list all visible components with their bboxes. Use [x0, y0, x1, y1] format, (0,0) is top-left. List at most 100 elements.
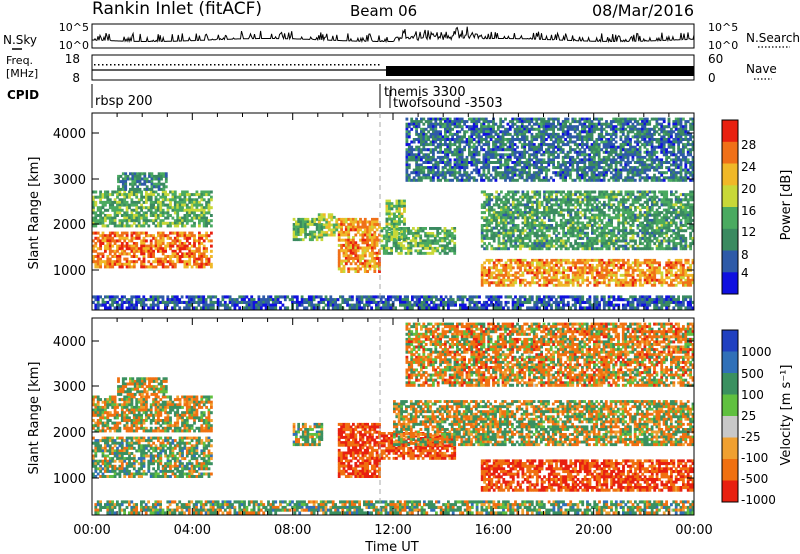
echo-cell: [123, 190, 127, 194]
echo-cell: [137, 190, 141, 194]
echo-cell: [691, 261, 695, 265]
echo-cell: [207, 190, 211, 194]
echo-cell: [518, 153, 522, 157]
echo-cell: [485, 234, 489, 238]
echo-cell: [448, 127, 452, 131]
echo-cell: [528, 231, 532, 235]
echo-cell: [506, 122, 510, 126]
echo-cell: [497, 258, 501, 262]
echo-cell: [475, 125, 479, 129]
echo-cell: [653, 198, 657, 202]
echo-cell: [188, 231, 192, 235]
echo-cell: [368, 238, 372, 242]
echo-cell: [185, 236, 189, 240]
echo-cell: [610, 193, 613, 197]
echo-cell: [569, 231, 573, 235]
echo-cell: [121, 187, 125, 191]
echo-cell: [598, 190, 601, 194]
echo-cell: [475, 158, 479, 162]
echo-cell: [511, 266, 515, 270]
echo-cell: [612, 242, 616, 246]
echo-cell: [101, 219, 105, 223]
echo-cell: [581, 229, 585, 233]
echo-cell: [516, 203, 520, 207]
echo-cell: [422, 145, 426, 149]
echo-cell: [508, 148, 512, 152]
echo-cell: [492, 166, 495, 170]
echo-cell: [417, 168, 421, 172]
echo-cell: [579, 231, 582, 235]
echo-cell: [429, 234, 432, 238]
echo-cell: [295, 238, 298, 242]
echo-cell: [538, 266, 542, 270]
echo-cell: [200, 211, 204, 215]
echo-cell: [468, 125, 471, 129]
echo-cell: [147, 255, 151, 258]
echo-cell: [682, 263, 685, 267]
echo-cell: [465, 130, 469, 134]
echo-cell: [427, 153, 430, 157]
echo-cell: [453, 143, 457, 147]
echo-cell: [629, 263, 633, 267]
echo-cell: [504, 244, 508, 248]
echo-cell: [427, 155, 430, 159]
echo-cell: [337, 264, 341, 268]
echo-cell: [137, 221, 141, 225]
echo-cell: [622, 247, 625, 251]
echo-cell: [511, 278, 515, 282]
echo-cell: [516, 155, 519, 159]
echo-cell: [528, 117, 531, 121]
echo-cell: [519, 200, 522, 204]
echo-cell: [398, 238, 401, 242]
echo-cell: [178, 260, 182, 264]
echo-cell: [409, 244, 413, 248]
echo-cell: [591, 198, 594, 202]
echo-cell: [545, 234, 549, 238]
echo-cell: [586, 234, 589, 238]
echo-cell: [489, 120, 493, 124]
echo-cell: [662, 247, 666, 251]
echo-cell: [543, 216, 546, 220]
echo-cell: [453, 158, 457, 162]
echo-cell: [571, 193, 575, 197]
echo-cell: [106, 255, 110, 258]
echo-cell: [569, 190, 573, 194]
echo-cell: [352, 251, 355, 255]
echo-cell: [120, 208, 124, 212]
echo-cell: [646, 276, 649, 280]
echo-cell: [382, 244, 386, 248]
echo-cell: [535, 263, 539, 267]
echo-cell: [655, 231, 659, 235]
echo-cell: [477, 120, 481, 124]
echo-cell: [502, 213, 506, 217]
echo-cell: [494, 168, 498, 172]
echo-cell: [525, 171, 529, 175]
echo-cell: [398, 227, 401, 231]
echo-cell: [504, 168, 507, 172]
echo-cell: [513, 148, 517, 152]
echo-cell: [540, 239, 544, 243]
echo-cell: [378, 262, 381, 266]
echo-cell: [441, 158, 445, 162]
echo-cell: [617, 224, 621, 227]
echo-cell: [412, 176, 416, 180]
echo-cell: [684, 271, 688, 275]
echo-cell: [605, 234, 609, 238]
echo-cell: [555, 263, 558, 267]
echo-cell: [125, 193, 129, 197]
echo-cell: [399, 241, 403, 245]
echo-cell: [434, 145, 438, 149]
echo-cell: [574, 226, 577, 230]
echo-cell: [176, 247, 180, 251]
cpid-panel: CPID rbsp 200 themis 3300 twofsound -350…: [7, 84, 503, 111]
echo-cell: [543, 276, 546, 280]
echo-cell: [638, 221, 642, 225]
echo-cell: [660, 190, 664, 194]
echo-cell: [567, 266, 570, 270]
cpid-mode-twofsound: twofsound -3503: [393, 96, 503, 111]
echo-cell: [667, 283, 671, 287]
echo-cell: [400, 202, 404, 206]
echo-cell: [528, 140, 531, 144]
echo-cell: [132, 231, 136, 235]
echo-cell: [576, 229, 580, 233]
